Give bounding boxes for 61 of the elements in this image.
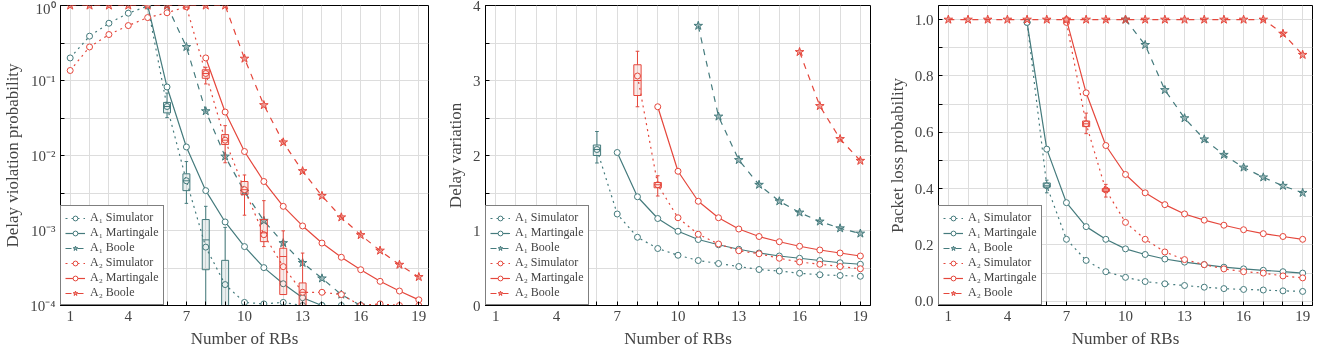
- y-tick-label: 10⁻¹: [31, 72, 56, 89]
- y-tick-label: 4: [473, 0, 481, 14]
- legend-label: A₂ Martingale: [515, 270, 584, 285]
- x-tick-label: 1: [66, 307, 74, 324]
- legend-label: A₁ Boole: [968, 240, 1013, 255]
- y-axis-title: Delay variation: [446, 102, 465, 209]
- x-tick-label: 10: [670, 307, 686, 324]
- y-tick-label: 2: [473, 147, 481, 164]
- x-tick-label: 7: [182, 307, 191, 324]
- y-tick-label: 3: [473, 72, 481, 89]
- x-tick-label: 10: [1118, 307, 1133, 324]
- y-tick-label: 10⁰: [35, 0, 56, 17]
- legend-label: A₁ Martingale: [968, 225, 1037, 240]
- y-tick-label: 0.2: [914, 236, 934, 253]
- legend-label: A₂ Boole: [90, 285, 135, 300]
- y-tick-label: 0.6: [914, 124, 934, 141]
- legend-label: A₁ Boole: [515, 240, 560, 255]
- x-axis-title: Number of RBs: [190, 328, 299, 348]
- x-tick-label: 13: [1177, 307, 1193, 324]
- y-axis-title: Delay violation probability: [3, 62, 23, 248]
- legend-label: A₂ Boole: [968, 285, 1013, 300]
- x-axis-title: Number of RBs: [1071, 328, 1180, 348]
- y-tick-label: 0.0: [914, 293, 934, 310]
- x-tick-label: 13: [731, 307, 747, 324]
- y-tick-label: 1: [473, 222, 481, 239]
- legend-label: A₂ Boole: [515, 285, 560, 300]
- y-tick-label: 10⁻³: [31, 222, 56, 239]
- legend-label: A₁ Simulator: [968, 210, 1032, 225]
- x-tick-label: 4: [124, 307, 133, 324]
- y-tick-label: 0.4: [914, 180, 934, 197]
- x-tick-label: 16: [792, 307, 808, 324]
- x-tick-label: 4: [552, 307, 561, 324]
- legend-label: A₁ Boole: [90, 240, 135, 255]
- y-tick-label: 0: [473, 297, 481, 314]
- x-tick-label: 16: [353, 307, 369, 324]
- legend-label: A₂ Simulator: [90, 255, 154, 270]
- x-tick-label: 1: [944, 307, 953, 324]
- legend-label: A₁ Simulator: [515, 210, 579, 225]
- legend-label: A₂ Martingale: [90, 270, 159, 285]
- legend-label: A₂ Martingale: [968, 270, 1037, 285]
- x-tick-label: 16: [1236, 307, 1252, 324]
- legend-label: A₁ Martingale: [515, 225, 584, 240]
- legend-label: A₁ Simulator: [90, 210, 154, 225]
- x-tick-label: 1: [491, 307, 500, 324]
- y-tick-label: 1.0: [914, 11, 934, 28]
- legend-label: A₁ Martingale: [90, 225, 159, 240]
- y-tick-label: 0.8: [914, 67, 934, 84]
- x-tick-label: 10: [237, 307, 252, 324]
- x-axis-title: Number of RBs: [624, 328, 732, 348]
- x-tick-label: 19: [852, 307, 868, 324]
- x-tick-label: 7: [613, 307, 622, 324]
- x-tick-label: 19: [1295, 307, 1311, 324]
- y-tick-label: 10⁻²: [31, 147, 56, 164]
- x-tick-label: 19: [411, 307, 427, 324]
- x-tick-label: 4: [1003, 307, 1012, 324]
- y-axis-title: Packet loss probability: [887, 77, 907, 233]
- y-tick-label: 10⁻⁴: [30, 297, 56, 314]
- legend-label: A₂ Simulator: [968, 255, 1032, 270]
- x-tick-label: 13: [295, 307, 311, 324]
- x-tick-label: 7: [1062, 307, 1071, 324]
- legend-label: A₂ Simulator: [515, 255, 579, 270]
